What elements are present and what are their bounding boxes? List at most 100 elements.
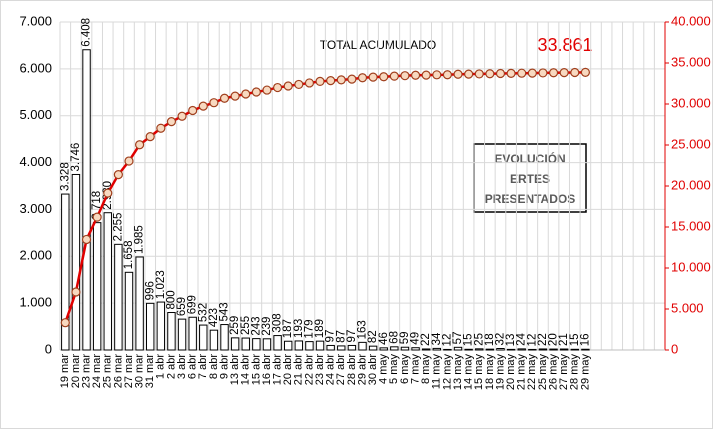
bar <box>464 348 473 351</box>
y-tick-label: 7.000 <box>19 13 52 28</box>
x-tick-label: 16 abr <box>261 354 273 386</box>
line-marker <box>474 69 484 79</box>
data-label: 20 <box>548 333 560 346</box>
line-marker <box>517 68 527 78</box>
data-label: 193 <box>293 319 305 338</box>
x-tick-label: 6 abr <box>187 354 199 379</box>
bar <box>559 348 569 351</box>
x-tick-label: 13 may <box>452 354 464 391</box>
x-tick-label: 7 may <box>409 354 421 384</box>
x-tick-label: 18 may <box>484 354 496 391</box>
x-tick-label: 5 may <box>388 354 400 384</box>
bar <box>71 173 81 351</box>
bar <box>337 345 346 351</box>
line-marker <box>464 69 474 79</box>
bar <box>61 193 70 351</box>
bar <box>496 348 505 351</box>
line-marker <box>198 101 208 111</box>
data-label: 32 <box>495 333 507 346</box>
bar <box>294 340 304 351</box>
bar <box>485 348 495 351</box>
data-label: 97 <box>346 330 358 343</box>
bar <box>379 347 388 351</box>
line-marker <box>262 85 272 95</box>
x-tick-label: 2 abr <box>165 354 177 379</box>
data-label: 996 <box>144 281 156 300</box>
x-tick-label: 1 abr <box>155 354 167 379</box>
bar <box>230 337 240 351</box>
x-tick-label: 30 abr <box>367 354 379 386</box>
bar <box>220 324 229 351</box>
x-tick-label: 27 abr <box>335 354 347 386</box>
bar <box>188 316 197 351</box>
bar <box>252 338 261 351</box>
x-tick-label: 21 abr <box>293 354 305 386</box>
line-marker <box>432 70 442 80</box>
y2-tick-label: 40.000 <box>671 13 711 28</box>
y2-tick-label: 10.000 <box>671 259 711 274</box>
y-tick-label: 4.000 <box>19 154 52 169</box>
bar <box>103 212 112 351</box>
note-text: ERTES <box>510 172 550 186</box>
line-marker <box>421 70 431 80</box>
line-marker <box>379 72 389 82</box>
bar <box>199 324 208 351</box>
x-tick-label: 28 may <box>569 354 581 391</box>
bar <box>517 348 526 351</box>
note-text: PRESENTADOS <box>485 192 575 206</box>
x-tick-label: 15 abr <box>250 354 262 386</box>
line-marker <box>177 111 187 121</box>
data-label: 3.746 <box>70 143 82 172</box>
y2-tick-label: 30.000 <box>671 95 711 110</box>
data-label: 543 <box>219 302 231 321</box>
line-marker <box>113 170 123 180</box>
x-tick-label: 3 abr <box>176 354 188 379</box>
bar <box>453 346 463 351</box>
y2-tick-label: 5.000 <box>671 300 704 315</box>
x-tick-label: 7 abr <box>197 354 209 379</box>
x-tick-label: 31 mar <box>144 354 156 389</box>
x-tick-label: 20 may <box>505 354 517 391</box>
y2-tick-label: 35.000 <box>671 54 711 69</box>
data-label: 49 <box>410 332 422 345</box>
data-label: 243 <box>250 316 262 335</box>
x-tick-label: 19 may <box>494 354 506 391</box>
bar <box>124 271 134 351</box>
x-tick-label: 23 abr <box>314 354 326 386</box>
data-label: 259 <box>229 316 241 335</box>
x-tick-label: 27 mar <box>123 354 135 389</box>
data-label: 308 <box>272 313 284 332</box>
bar <box>92 222 102 351</box>
line-marker <box>209 98 219 108</box>
bar <box>135 256 144 351</box>
data-label: 1.023 <box>155 270 167 299</box>
data-label: 22 <box>420 333 432 346</box>
bar <box>114 243 123 351</box>
data-label: 18 <box>484 333 496 346</box>
line-marker <box>347 74 357 84</box>
bar <box>156 301 166 351</box>
line-marker <box>156 123 166 133</box>
data-label: 6.408 <box>81 18 93 47</box>
line-marker <box>81 234 92 245</box>
line-marker <box>166 117 177 127</box>
line-marker <box>580 67 590 77</box>
x-tick-label: 20 abr <box>282 354 294 386</box>
y-tick-label: 5.000 <box>19 107 52 122</box>
data-label: 239 <box>261 317 273 336</box>
line-marker <box>272 82 283 93</box>
bar <box>538 348 548 351</box>
y2-tick-label: 25.000 <box>671 136 711 151</box>
x-tick-label: 23 mar <box>80 354 92 389</box>
bar <box>283 340 293 351</box>
data-label: 82 <box>367 330 379 343</box>
data-label: 189 <box>314 319 326 338</box>
x-tick-label: 11 may <box>431 354 443 390</box>
bar <box>549 348 558 351</box>
line-marker <box>389 71 399 81</box>
x-tick-label: 14 may <box>463 354 475 391</box>
line-marker <box>442 70 453 80</box>
